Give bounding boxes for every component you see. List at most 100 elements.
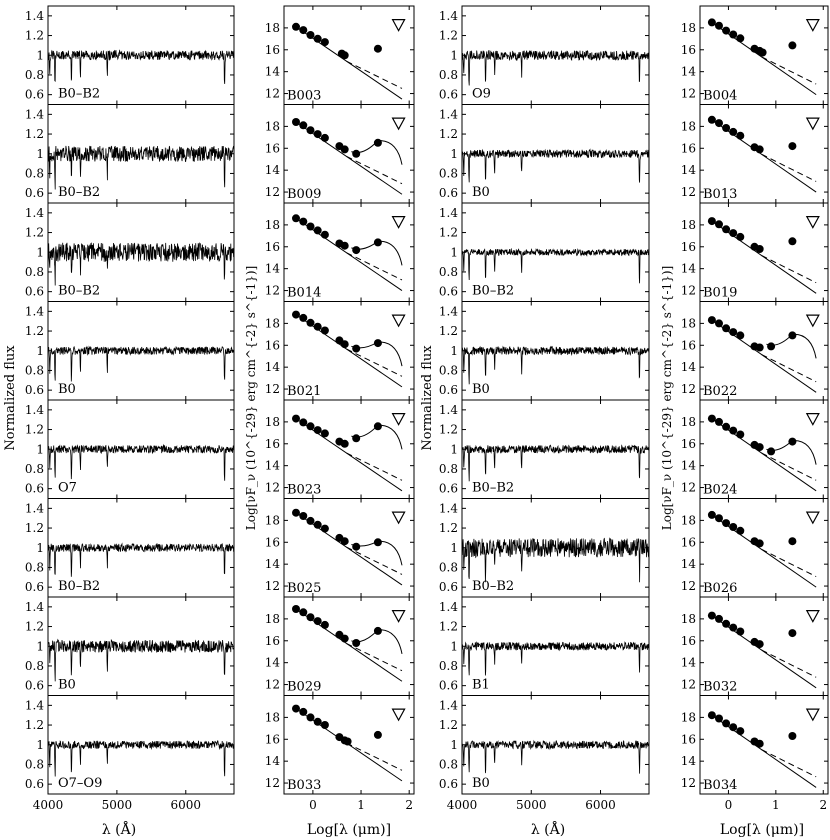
spectrum-xtick-label: 5000 [102, 798, 133, 812]
spectrum-ytick-label: 0.8 [439, 462, 458, 476]
spectrum-panel-B013: 0.6 0.8 1 1.2 1.4 B0 [439, 104, 650, 204]
spectrum-ytick-label: 0.8 [25, 560, 44, 574]
sed-xtick-label: 1 [772, 798, 780, 812]
sed-ytick-label: 16 [265, 634, 280, 648]
sed-data-point [722, 324, 731, 333]
spectral-type-label: B0 [58, 382, 76, 397]
spectrum-ytick-label: 1 [36, 541, 44, 555]
spectrum-panel-B019: 0.6 0.8 1 1.2 1.4 B0–B2 [439, 202, 650, 302]
sed-upper-limit-triangle [805, 708, 820, 722]
spectral-type-label: B0–B2 [58, 87, 100, 102]
spectrum-ytick-label: 1.2 [25, 29, 44, 43]
spectrum-panel-B021: 0.6 0.8 1 1.2 1.4 B0 [25, 301, 235, 401]
spectral-type-label: B0–B2 [58, 579, 100, 594]
spectrum-ytick-label: 1.4 [439, 698, 458, 712]
spectrum-ytick-label: 1.2 [439, 423, 458, 437]
sed-data-point [299, 418, 308, 427]
spectrum-xtick-label: 6000 [171, 798, 202, 812]
spectrum-xtick-label: 6000 [585, 798, 616, 812]
sed-data-point [736, 526, 745, 535]
sed-data-point [299, 313, 308, 322]
sed-ytick-label: 18 [681, 316, 696, 330]
sed-xtick-label: 1 [357, 798, 365, 812]
sed-reference-dashed-line [761, 649, 817, 678]
sed-data-point [715, 21, 723, 30]
sed-data-point [299, 707, 308, 716]
star-id-label: B034 [703, 778, 737, 793]
spectrum-ytick-label: 0.6 [25, 88, 44, 102]
sed-data-point [715, 514, 723, 523]
sed-ytick-label: 14 [265, 557, 281, 571]
sed-data-point [722, 519, 731, 528]
sed-ytick-label: 18 [265, 21, 280, 35]
sed-upper-limit-triangle [805, 511, 820, 525]
sed-ytick-label: 18 [265, 119, 280, 133]
sed-ytick-label: 18 [681, 612, 696, 626]
sed-data-point [352, 344, 361, 353]
panels-layer: 0.60.811.21.4B0–B2 12141618B0030.60.811.2… [25, 5, 829, 812]
sed-data-point [736, 627, 745, 636]
sed-data-point [729, 623, 738, 632]
spectrum-panel-B004: 0.6 0.8 1 1.2 1.4 O9 [439, 5, 650, 105]
sed-data-point [755, 145, 764, 154]
sed-data-point [722, 26, 731, 35]
spectrum-panel-B003: 0.6 0.8 1 1.2 1.4 B0–B2 [25, 5, 235, 105]
spectrum-ytick-label: 1.2 [25, 423, 44, 437]
spectrum-ytick-label: 0.8 [439, 757, 458, 771]
sed-data-point [736, 34, 745, 43]
sed-data-point [729, 523, 738, 531]
spectrum-ytick-label: 1 [36, 147, 44, 161]
sed-data-point [722, 619, 731, 628]
sed-upper-limit-triangle [391, 19, 406, 32]
spectrum-ytick-label: 1 [36, 738, 44, 752]
spectrum-ytick-label: 1 [450, 147, 458, 161]
sed-reference-dashed-line [761, 749, 817, 778]
sed-data-point [352, 542, 361, 551]
sed-xtick-label: 2 [405, 798, 413, 812]
spectrum-ytick-label: 1.4 [439, 501, 458, 515]
spectrum-panel-B026: 0.6 0.8 1 1.2 1.4 B0–B2 [439, 498, 650, 598]
spectral-type-label: B1 [472, 678, 490, 693]
spectrum-line [461, 739, 650, 774]
sed-data-point [313, 617, 322, 626]
sed-data-point [320, 429, 329, 438]
sed-reference-dashed-line [346, 252, 403, 281]
sed-data-point [736, 232, 745, 241]
spectrum-ytick-label: 1.4 [439, 600, 458, 614]
sed-ytick-label: 18 [265, 513, 280, 527]
spectrum-panel-B034: 0.6 0.8 1 1.2 1.4 4000 5000 6000 B0 [439, 695, 650, 812]
sed-xtick-label: 0 [309, 798, 317, 812]
sed-data-point [299, 121, 308, 130]
sed-data-point [292, 508, 300, 517]
sed-reference-dashed-line [761, 548, 817, 578]
sed-reference-dashed-line [346, 546, 403, 575]
sed-upper-limit-triangle [805, 19, 820, 32]
sed-data-point [340, 51, 349, 60]
star-id-label: B032 [703, 680, 737, 695]
sed-upper-limit-triangle [805, 610, 820, 623]
sed-ytick-label: 18 [265, 612, 280, 626]
sed-ytick-label: 12 [265, 481, 280, 495]
sed-data-point [343, 737, 352, 746]
spectrum-ytick-label: 1 [450, 245, 458, 259]
sed-data-point [736, 331, 745, 340]
sed-data-point [788, 629, 797, 638]
sed-data-point [373, 626, 382, 635]
sed-ytick-label: 14 [265, 163, 281, 177]
spectrum-panel-B023: 0.6 0.8 1 1.2 1.4 O7 [25, 399, 235, 499]
sed-panel-B023: 12 14 16 18 B023 [265, 399, 415, 499]
sed-data-point [736, 131, 745, 140]
sed-data-point [729, 328, 738, 337]
spectrum-ytick-label: 1.2 [439, 718, 458, 732]
sed-ytick-label: 16 [681, 437, 696, 451]
spectrum-ytick-label: 1 [450, 541, 458, 555]
sed-data-point [320, 230, 329, 239]
spectral-type-label: B0 [58, 678, 76, 693]
sed-upper-limit-triangle [391, 708, 406, 722]
sed-panel-B025: 12 14 16 18 B025 [265, 498, 415, 598]
sed-ytick-label: 12 [265, 382, 280, 396]
sed-ytick-label: 12 [681, 776, 696, 790]
sed-xtick-label: 0 [725, 798, 733, 812]
spectral-type-label: O7 [58, 481, 77, 496]
